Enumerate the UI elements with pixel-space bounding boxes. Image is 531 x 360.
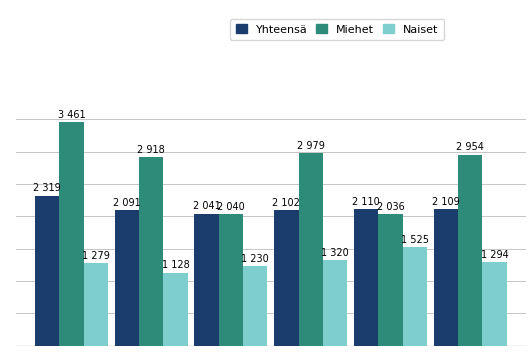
Text: 1 128: 1 128 xyxy=(161,260,190,270)
Bar xyxy=(35,196,59,346)
Bar xyxy=(59,122,83,346)
Text: 2 109: 2 109 xyxy=(432,197,460,207)
Text: 2 102: 2 102 xyxy=(272,198,300,207)
Text: 1 279: 1 279 xyxy=(82,251,110,261)
Bar xyxy=(115,211,139,346)
Bar xyxy=(402,247,427,346)
Bar xyxy=(354,209,378,346)
Bar xyxy=(83,263,108,346)
Bar xyxy=(323,260,347,346)
Bar xyxy=(378,214,402,346)
Bar xyxy=(164,273,187,346)
Bar xyxy=(219,214,243,346)
Bar xyxy=(194,214,219,346)
Bar xyxy=(458,155,483,346)
Legend: Yhteensä, Miehet, Naiset: Yhteensä, Miehet, Naiset xyxy=(230,18,444,40)
Text: 2 041: 2 041 xyxy=(193,202,220,211)
Text: 1 525: 1 525 xyxy=(401,235,429,245)
Text: 2 319: 2 319 xyxy=(33,184,61,193)
Text: 2 954: 2 954 xyxy=(456,143,484,153)
Text: 1 320: 1 320 xyxy=(321,248,349,258)
Text: 2 110: 2 110 xyxy=(352,197,380,207)
Bar xyxy=(434,209,458,346)
Bar xyxy=(243,266,268,346)
Text: 2 040: 2 040 xyxy=(217,202,245,212)
Text: 1 230: 1 230 xyxy=(242,254,269,264)
Bar xyxy=(139,157,164,346)
Text: 2 918: 2 918 xyxy=(137,145,165,155)
Bar xyxy=(298,153,323,346)
Bar xyxy=(483,262,507,346)
Text: 2 091: 2 091 xyxy=(113,198,141,208)
Text: 2 979: 2 979 xyxy=(297,141,324,151)
Bar xyxy=(274,210,298,346)
Text: 2 036: 2 036 xyxy=(376,202,405,212)
Text: 1 294: 1 294 xyxy=(481,250,509,260)
Text: 3 461: 3 461 xyxy=(57,110,85,120)
